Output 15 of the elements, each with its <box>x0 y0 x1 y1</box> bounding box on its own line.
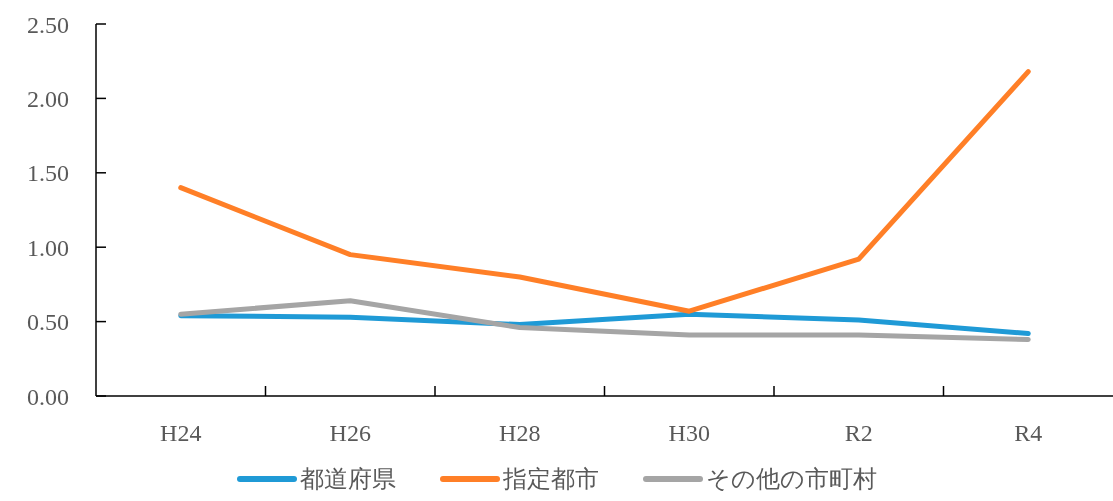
y-tick-label: 1.00 <box>27 234 69 261</box>
x-tick-label: R4 <box>1014 420 1043 447</box>
x-tick-label: H26 <box>329 420 371 447</box>
y-tick-label: 2.00 <box>27 85 69 112</box>
legend-label: 指定都市 <box>502 464 599 493</box>
y-tick-label: 1.50 <box>27 160 69 187</box>
x-tick-label: H30 <box>668 420 710 447</box>
y-tick-label: 2.50 <box>27 11 69 38</box>
x-tick-label: H28 <box>499 420 541 447</box>
x-tick-label: R2 <box>844 420 873 447</box>
y-tick-label: 0.50 <box>27 309 69 336</box>
x-tick-label: H24 <box>160 420 202 447</box>
legend-label: その他の市町村 <box>705 464 877 493</box>
y-tick-label: 0.00 <box>27 383 69 410</box>
legend-label: 都道府県 <box>299 464 396 493</box>
